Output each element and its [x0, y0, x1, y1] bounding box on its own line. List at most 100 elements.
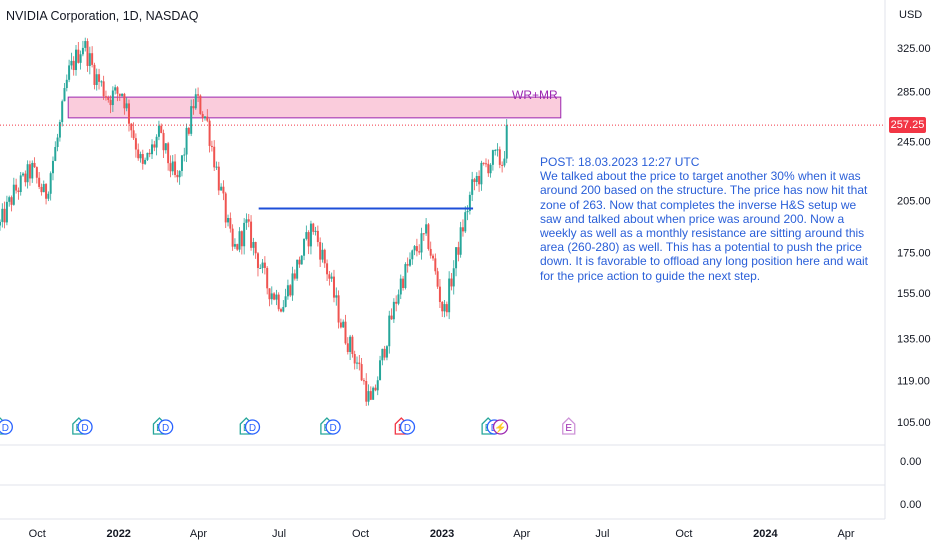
candle-body — [130, 123, 133, 131]
candle-body — [360, 364, 363, 381]
candle-body — [418, 251, 421, 253]
candle-body — [210, 145, 213, 147]
candle-body — [445, 304, 448, 313]
candle-body — [494, 149, 497, 151]
candle-body — [42, 184, 45, 193]
candle-body — [436, 271, 439, 287]
x-tick-label: 2024 — [753, 528, 778, 540]
candle-body — [12, 184, 15, 205]
candle-body — [254, 241, 257, 254]
candle-body — [356, 362, 359, 364]
candle-body — [443, 304, 446, 312]
candle-body — [68, 65, 71, 80]
event-marker: D — [244, 419, 261, 435]
candle-body — [194, 94, 197, 109]
x-tick-label: Apr — [837, 528, 854, 540]
candle-body — [121, 93, 124, 96]
candle-body — [199, 95, 202, 115]
candle-body — [505, 125, 508, 159]
candle-body — [107, 97, 110, 100]
candle-body — [330, 276, 333, 279]
candle-body — [28, 164, 31, 179]
candle-body — [422, 233, 425, 235]
candle-body — [498, 149, 501, 165]
symbol-title[interactable]: NVIDIA Corporation, 1D, NASDAQ — [6, 9, 199, 23]
candle-body — [56, 137, 59, 148]
event-marker: D — [158, 419, 174, 435]
candle-body — [270, 293, 273, 300]
candle-body — [243, 222, 246, 247]
event-marker: D — [0, 419, 13, 435]
candle-body — [213, 146, 216, 168]
candle-body — [1, 208, 4, 222]
candle-body — [332, 276, 335, 298]
candle-body — [452, 268, 455, 287]
y-tick-label: 325.00 — [897, 43, 931, 55]
candle-body — [114, 87, 117, 91]
candle-body — [450, 278, 453, 287]
event-circle — [158, 419, 174, 435]
candle-body — [224, 193, 227, 223]
x-tick-label: Apr — [190, 528, 207, 540]
candle-body — [473, 179, 476, 183]
event-circle — [492, 419, 509, 435]
candle-body — [305, 232, 308, 239]
zone-label: WR+MR — [512, 88, 558, 102]
resistance-zone[interactable] — [67, 96, 562, 119]
event-circle — [0, 419, 13, 435]
candle-body — [77, 49, 80, 63]
candle-body — [300, 255, 303, 265]
candle-body — [201, 114, 204, 118]
candle-body — [496, 149, 499, 151]
candle-body — [72, 60, 75, 71]
x-axis: Oct 2022 Apr Jul Oct 2023 Apr Jul Oct 2024 Apr — [29, 528, 855, 540]
candle-body — [478, 175, 481, 185]
event-marker: D — [399, 419, 416, 435]
candle-body — [314, 230, 317, 232]
candle-body — [51, 160, 54, 174]
candle-body — [26, 164, 29, 183]
y-tick-label: 245.00 — [897, 136, 931, 148]
candle-body — [17, 190, 20, 193]
candle-body — [432, 255, 435, 259]
candle-body — [236, 244, 239, 250]
candle-body — [268, 288, 271, 300]
candle-body — [303, 238, 306, 256]
candle-body — [125, 103, 128, 109]
candle-body — [369, 391, 372, 400]
candle-body — [247, 219, 250, 222]
candle-body — [134, 138, 137, 150]
candle-body — [399, 278, 402, 295]
candle-body — [429, 248, 432, 256]
candle-body — [220, 186, 223, 191]
candle-body — [349, 336, 352, 352]
candle-body — [137, 149, 140, 159]
candle-body — [346, 343, 349, 352]
candle-body — [100, 81, 103, 83]
last-price-tag: 257.25 — [889, 117, 926, 134]
candle-body — [383, 348, 386, 358]
candle-body — [217, 166, 220, 191]
candle-body — [275, 294, 278, 300]
candle-body — [415, 246, 418, 252]
annotation-note[interactable]: POST: 18.03.2023 12:27 UTC We talked abo… — [540, 155, 868, 283]
candle-body — [79, 54, 82, 63]
candle-body — [457, 247, 460, 255]
candle-body — [351, 336, 354, 355]
candle-body — [404, 264, 407, 288]
candle-body — [408, 259, 411, 266]
annotation-line: saw and talked about when price was arou… — [540, 211, 845, 226]
candle-body — [111, 90, 114, 106]
candle-body — [323, 249, 326, 264]
candle-body — [425, 224, 428, 234]
candle-body — [33, 162, 36, 168]
candle-body — [466, 210, 469, 213]
y-tick-label: 285.00 — [897, 86, 931, 98]
event-marker: D — [325, 419, 341, 435]
candle-body — [22, 173, 25, 176]
candle-body — [376, 380, 379, 391]
y-tick-label: 135.00 — [897, 334, 931, 346]
candle-body — [461, 227, 464, 232]
candle-body — [372, 387, 375, 400]
